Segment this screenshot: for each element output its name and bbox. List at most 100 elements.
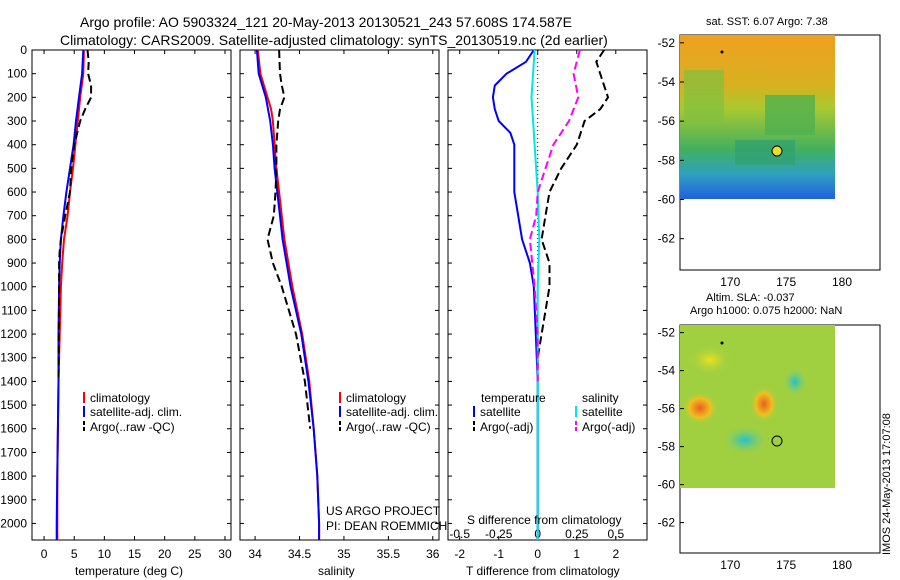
salinity-axes bbox=[239, 49, 440, 541]
map-y-tick-label: -54 bbox=[658, 75, 676, 89]
depth-tick-label: 1100 bbox=[1, 303, 27, 317]
series-line bbox=[255, 49, 321, 540]
series-line bbox=[528, 49, 581, 382]
tick-marks bbox=[32, 49, 647, 540]
x-tick-label: 2 bbox=[612, 547, 619, 561]
x-tick-labels: 0 5 10 15 20 25 30 34 34.5 35 35.5 36 -2 -1 0 1 2 -0.5 -0.… bbox=[41, 527, 625, 561]
map-y-tick-label: -56 bbox=[658, 114, 676, 128]
top-x-tick-label: -0.5 bbox=[449, 527, 470, 541]
title-line-2: Climatology: CARS2009. Satellite-adjuste… bbox=[60, 32, 608, 48]
salinity-legend: climatology satellite-adj. clim. Argo(..… bbox=[326, 391, 447, 533]
difference-top-xlabel: S difference from climatology bbox=[467, 513, 622, 527]
argo-marker bbox=[771, 435, 783, 447]
title-line-1: Argo profile: AO 5903324_121 20-May-2013… bbox=[80, 14, 572, 30]
legend-entry: satellite bbox=[582, 405, 623, 419]
map-y-tick-label: -60 bbox=[658, 478, 676, 492]
map-x-tick-label: 175 bbox=[776, 275, 796, 289]
imos-stamp: IMOS 24-May-2013 17:07:08 bbox=[881, 413, 893, 555]
x-tick-label: 30 bbox=[218, 547, 232, 561]
argo-marker bbox=[771, 145, 783, 157]
sla-map-ticks: 170 175 180 -52 -54 -56 -58 -60 -62 bbox=[658, 326, 853, 572]
depth-tick-labels: 0 100 200 300 400 500 600 700 800 900 1000 1100 1200… bbox=[0, 43, 27, 530]
series-line bbox=[57, 49, 93, 382]
depth-tick-label: 1900 bbox=[0, 493, 27, 507]
map-x-tick-label: 170 bbox=[720, 275, 740, 289]
salinity-xlabel: salinity bbox=[318, 564, 355, 578]
sla-point bbox=[720, 341, 724, 345]
sst-point bbox=[720, 50, 724, 54]
depth-tick-label: 1400 bbox=[0, 374, 27, 388]
series-line bbox=[491, 49, 539, 540]
sla-anomaly bbox=[682, 392, 718, 424]
top-x-tick-label: 0.25 bbox=[565, 527, 589, 541]
x-tick-label: 0 bbox=[534, 547, 541, 561]
depth-tick-label: 0 bbox=[20, 43, 27, 57]
sst-patch bbox=[765, 95, 815, 135]
sla-map: Altim. SLA: -0.037 Argo h1000: 0.075 h20… bbox=[658, 292, 881, 572]
legend-entry: Argo(..raw -QC) bbox=[90, 420, 175, 434]
sla-anomaly bbox=[723, 426, 767, 454]
legend-title-temperature: temperature bbox=[481, 391, 546, 405]
x-tick-label: 0 bbox=[41, 547, 48, 561]
legend-entry: Argo(..raw -QC) bbox=[346, 420, 431, 434]
difference-legend: temperature salinity satellite Argo(-adj… bbox=[473, 391, 635, 434]
legend-entry: satellite-adj. clim. bbox=[90, 405, 182, 419]
depth-tick-label: 100 bbox=[7, 67, 27, 81]
legend-entry: climatology bbox=[90, 391, 150, 405]
x-tick-label: 15 bbox=[128, 547, 142, 561]
legend-entry: satellite bbox=[480, 405, 521, 419]
depth-tick-label: 700 bbox=[7, 209, 27, 223]
legend-entry: Argo(-adj) bbox=[582, 420, 635, 434]
map-y-tick-label: -58 bbox=[658, 153, 676, 167]
x-tick-label: 1 bbox=[573, 547, 580, 561]
map-x-tick-label: 175 bbox=[776, 558, 796, 572]
profile-lines bbox=[55, 49, 610, 540]
top-x-tick-label: 0.5 bbox=[607, 527, 624, 541]
depth-tick-label: 500 bbox=[7, 161, 27, 175]
depth-tick-label: 1700 bbox=[0, 445, 27, 459]
depth-tick-label: 800 bbox=[7, 232, 27, 246]
map-x-tick-label: 180 bbox=[832, 558, 852, 572]
sst-patch bbox=[684, 70, 724, 125]
temperature-xlabel: temperature (deg C) bbox=[75, 564, 183, 578]
map-x-tick-label: 170 bbox=[720, 558, 740, 572]
depth-tick-label: 900 bbox=[7, 256, 27, 270]
top-x-tick-label: -0.25 bbox=[485, 527, 513, 541]
x-tick-label: 20 bbox=[158, 547, 172, 561]
map-y-tick-label: -58 bbox=[658, 440, 676, 454]
sla-anomaly bbox=[688, 344, 732, 376]
sst-map: sat. SST: 6.07 Argo: 7.38 170 175 180 -52 -5… bbox=[658, 16, 881, 289]
map-y-tick-label: -56 bbox=[658, 402, 676, 416]
depth-tick-label: 1200 bbox=[0, 327, 27, 341]
sst-map-ticks: 170 175 180 -52 -54 -56 -58 -60 -62 bbox=[658, 36, 853, 289]
x-tick-label: 35.5 bbox=[377, 547, 401, 561]
project-annotation: US ARGO PROJECT bbox=[326, 504, 441, 518]
pi-annotation: PI: DEAN ROEMMICH bbox=[326, 519, 447, 533]
depth-tick-label: 1800 bbox=[0, 469, 27, 483]
x-tick-label: 25 bbox=[188, 547, 202, 561]
sst-map-title: sat. SST: 6.07 Argo: 7.38 bbox=[706, 16, 828, 28]
depth-tick-label: 400 bbox=[7, 138, 27, 152]
sla-map-title-2: Argo h1000: 0.075 h2000: NaN bbox=[690, 305, 842, 317]
x-tick-label: -2 bbox=[454, 547, 465, 561]
x-tick-label: 5 bbox=[71, 547, 78, 561]
temperature-legend: climatology satellite-adj. clim. Argo(..… bbox=[83, 391, 182, 434]
map-y-tick-label: -54 bbox=[658, 364, 676, 378]
legend-title-salinity: salinity bbox=[582, 391, 619, 405]
depth-tick-label: 1000 bbox=[0, 280, 27, 294]
sst-patch bbox=[735, 140, 795, 165]
depth-tick-label: 200 bbox=[7, 90, 27, 104]
map-y-tick-label: -52 bbox=[658, 326, 676, 340]
x-tick-label: 36 bbox=[426, 547, 440, 561]
series-line bbox=[256, 49, 321, 540]
legend-entry: satellite-adj. clim. bbox=[346, 405, 438, 419]
map-y-tick-label: -62 bbox=[658, 232, 676, 246]
series-line bbox=[536, 49, 610, 382]
depth-tick-label: 600 bbox=[7, 185, 27, 199]
sla-anomaly bbox=[750, 386, 778, 422]
depth-tick-label: 300 bbox=[7, 114, 27, 128]
difference-axes bbox=[447, 49, 648, 541]
map-y-tick-label: -62 bbox=[658, 516, 676, 530]
x-tick-label: -1 bbox=[493, 547, 504, 561]
